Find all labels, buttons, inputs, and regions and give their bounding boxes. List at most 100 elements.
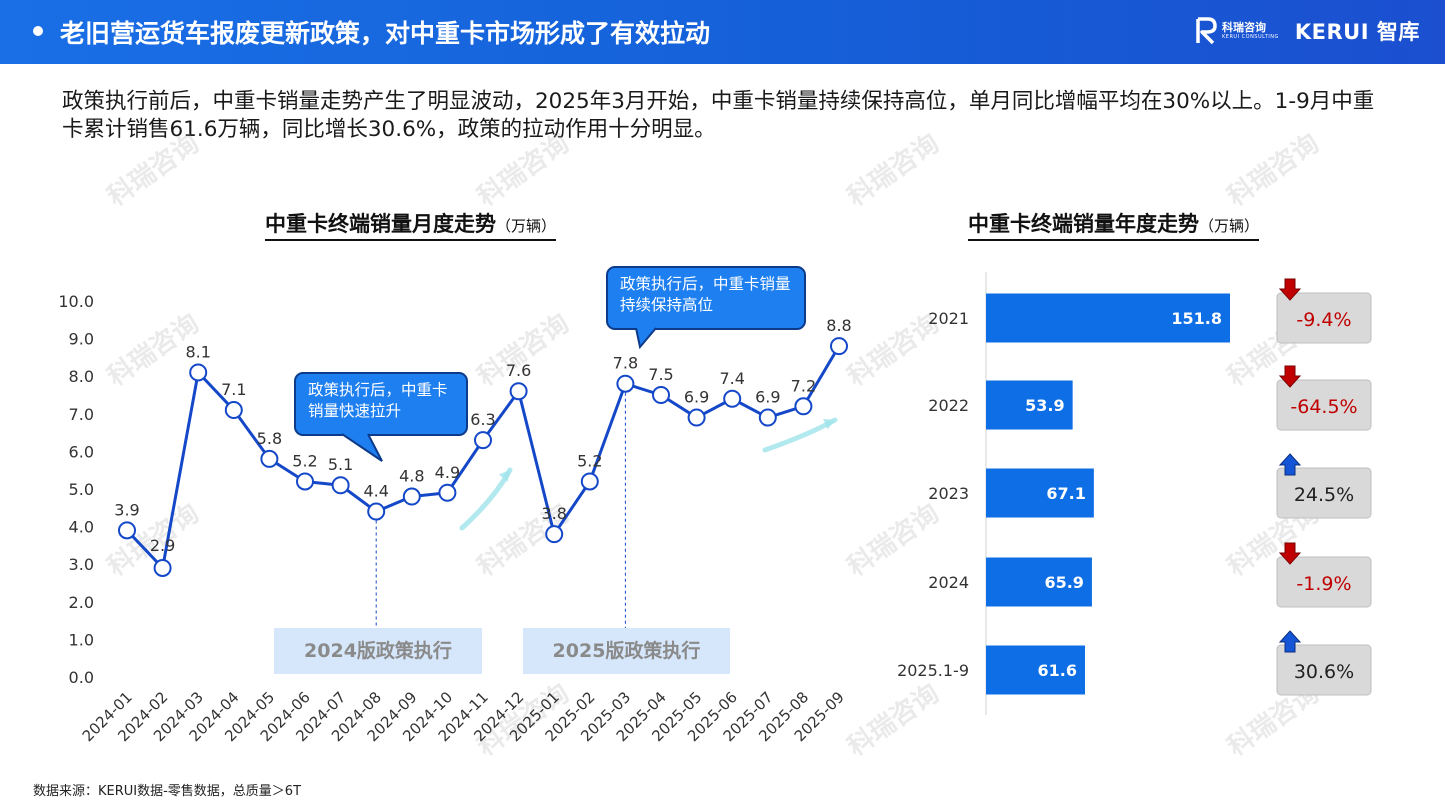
- data-point: [687, 408, 706, 427]
- data-label: 7.2: [791, 376, 816, 395]
- data-label: 6.9: [755, 388, 780, 407]
- intro-paragraph: 政策执行前后，中重卡销量走势产生了明显波动，2025年3月开始，中重卡销量持续保…: [62, 89, 1375, 142]
- bar-value-label: 53.9: [1025, 396, 1064, 415]
- y-tick-label: 9.0: [69, 330, 94, 349]
- callout-2024-tail: [341, 433, 383, 462]
- data-point: [260, 449, 279, 468]
- callout-2025-text: 政策执行后，中重卡销量持续保持高位: [620, 275, 791, 314]
- data-label: 6.9: [684, 388, 709, 407]
- bar: [986, 645, 1086, 695]
- y-tick-label: 7.0: [69, 405, 94, 424]
- data-point: [652, 386, 670, 404]
- data-point: [758, 408, 777, 427]
- y-tick-label: 6.0: [69, 442, 94, 461]
- data-label: 5.1: [328, 455, 353, 474]
- yoy-value: -64.5%: [1290, 396, 1357, 418]
- data-point: [723, 389, 742, 408]
- callout-2024-text: 政策执行后，中重卡销量快速拉升: [308, 381, 448, 420]
- callout-2024: 政策执行后，中重卡销量快速拉升: [294, 372, 468, 436]
- y-tick-label: 0.0: [69, 668, 94, 687]
- bar-value-label: 67.1: [1046, 484, 1085, 503]
- data-point: [616, 374, 635, 393]
- data-point: [153, 558, 172, 577]
- data-point: [224, 401, 243, 420]
- callout-2025-tail: [635, 327, 657, 349]
- data-point: [830, 337, 848, 356]
- y-tick-label: 3.0: [69, 555, 94, 574]
- y-tick-label: 8.0: [69, 367, 94, 386]
- data-point: [331, 476, 350, 495]
- policy-2025-box: 2025版政策执行: [523, 628, 730, 674]
- data-label: 7.1: [221, 380, 246, 399]
- logo-cn-text: 科瑞咨询: [1222, 21, 1266, 34]
- bar: [986, 557, 1092, 607]
- data-point: [189, 363, 208, 382]
- bar-category-label: 2024: [928, 573, 969, 592]
- annual-chart-title-unit: （万辆）: [1199, 217, 1260, 235]
- data-point: [794, 397, 813, 416]
- data-point: [118, 521, 136, 540]
- y-tick-label: 2.0: [69, 593, 94, 612]
- data-label: 3.8: [541, 504, 566, 523]
- policy-2024-box: 2024版政策执行: [274, 628, 482, 674]
- bar-category-label: 2025.1-9: [897, 661, 969, 680]
- y-tick-label: 5.0: [69, 480, 94, 499]
- trend-arrow-icon: [762, 417, 838, 453]
- y-tick-label: 1.0: [69, 630, 94, 649]
- data-label: 4.4: [363, 482, 388, 501]
- data-label: 7.5: [648, 365, 673, 384]
- data-label: 8.8: [826, 316, 851, 335]
- data-source-note: 数据来源：KERUI数据-零售数据，总质量＞6T: [33, 784, 302, 799]
- data-label: 7.8: [613, 354, 638, 373]
- down-arrow-icon: [1278, 365, 1302, 388]
- bar-value-label: 65.9: [1044, 573, 1083, 592]
- monthly-chart-title-unit: （万辆）: [496, 217, 557, 235]
- data-label: 3.9: [114, 500, 139, 519]
- annual-bar-chart: 2021 151.8 -9.4% 2022 53.9 -64.5% 2023 67.1 24.5…: [897, 272, 1372, 715]
- data-label: 4.9: [435, 463, 460, 482]
- bar: [986, 380, 1073, 430]
- monthly-chart-title: 中重卡终端销量月度走势（万辆）: [265, 208, 557, 241]
- data-label: 7.6: [506, 361, 531, 380]
- trend-arrowhead-icon: [498, 470, 510, 482]
- data-label: 5.2: [577, 451, 602, 470]
- bar: [986, 468, 1094, 518]
- trend-arrowhead-icon: [823, 418, 835, 430]
- data-point: [296, 472, 314, 491]
- yoy-value: 24.5%: [1294, 484, 1354, 506]
- data-label: 6.3: [470, 410, 495, 429]
- yoy-badge: [1276, 467, 1372, 519]
- bar-category-label: 2021: [928, 309, 969, 328]
- header-bar: 老旧营运货车报废更新政策，对中重卡市场形成了有效拉动 科瑞咨询 KERUI CO…: [0, 0, 1445, 64]
- up-arrow-icon: [1278, 453, 1302, 476]
- yoy-badge: [1276, 644, 1372, 696]
- data-point: [367, 502, 386, 521]
- data-label: 5.8: [257, 429, 282, 448]
- data-point: [438, 483, 457, 502]
- bar: [986, 293, 1230, 343]
- down-arrow-icon: [1278, 278, 1302, 301]
- data-label: 7.4: [719, 369, 744, 388]
- data-point: [509, 382, 528, 401]
- up-arrow-icon: [1278, 630, 1302, 653]
- annual-chart-title: 中重卡终端销量年度走势（万辆）: [968, 208, 1260, 241]
- logo-brand-text: KERUI 智库: [1294, 20, 1420, 44]
- y-tick-label: 4.0: [69, 518, 94, 537]
- data-point: [580, 472, 599, 491]
- page-title: 老旧营运货车报废更新政策，对中重卡市场形成了有效拉动: [60, 19, 711, 48]
- yoy-value: -9.4%: [1296, 309, 1351, 331]
- bar-value-label: 61.6: [1038, 661, 1077, 680]
- data-label: 4.8: [399, 467, 424, 486]
- trend-arrow-icon: [459, 467, 513, 531]
- callout-2025: 政策执行后，中重卡销量持续保持高位: [606, 266, 806, 330]
- yoy-value: 30.6%: [1294, 661, 1354, 683]
- bullet-dot: [33, 26, 43, 36]
- bar-category-label: 2022: [928, 396, 969, 415]
- yoy-badge: [1276, 292, 1372, 344]
- data-point: [402, 487, 421, 506]
- monthly-chart-title-main: 中重卡终端销量月度走势: [265, 212, 496, 236]
- yoy-badge: [1276, 379, 1372, 431]
- data-label: 5.2: [292, 451, 317, 470]
- monthly-line-chart: 0.0 1.0 2.0 3.0 4.0 5.0 6.0 7.0 8.0 9.0 10.0 3.9 2.9…: [58, 292, 851, 745]
- kerui-logo-icon: [1196, 17, 1218, 45]
